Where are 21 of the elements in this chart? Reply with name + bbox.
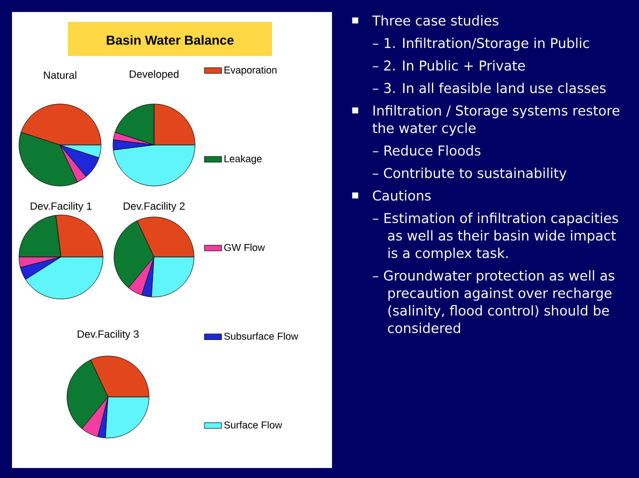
chart-title: Dev.Facility 3 [78, 330, 139, 340]
chart-title: Natural [44, 71, 76, 79]
text: – Reduce Floods [372, 145, 480, 156]
text: Basin Water Balance [106, 35, 234, 45]
legend-label: GW Flow [224, 244, 265, 252]
text: – 1. Infiltration/Storage in Public [372, 38, 590, 51]
legend-label: Surface Flow [224, 421, 282, 429]
text: – Groundwater protection as well as precaution against over recharge (salinity, flood control) should be considered [372, 270, 614, 334]
text: Three case studies [372, 15, 498, 26]
text: – 2. In Public + Private [372, 60, 525, 71]
text: – 3. In all feasible land use classes [372, 82, 606, 94]
chart-title: Dev.Facility 1 [30, 202, 92, 212]
legend-label: Subsurface Flow [224, 332, 298, 340]
legend-label: Leakage [224, 154, 262, 164]
text: Cautions [372, 190, 431, 201]
chart-title: Dev.Facility 2 [124, 202, 185, 212]
text: Infiltration / Storage systems restore the water cycle [372, 105, 620, 136]
chart-title: Developed [130, 70, 178, 80]
legend-label: Evaporation [224, 66, 276, 76]
text: – Contribute to sustainability [372, 168, 566, 181]
text: – Estimation of infiltration capacities as well as their basin wide impact is a complex task. [372, 212, 618, 261]
